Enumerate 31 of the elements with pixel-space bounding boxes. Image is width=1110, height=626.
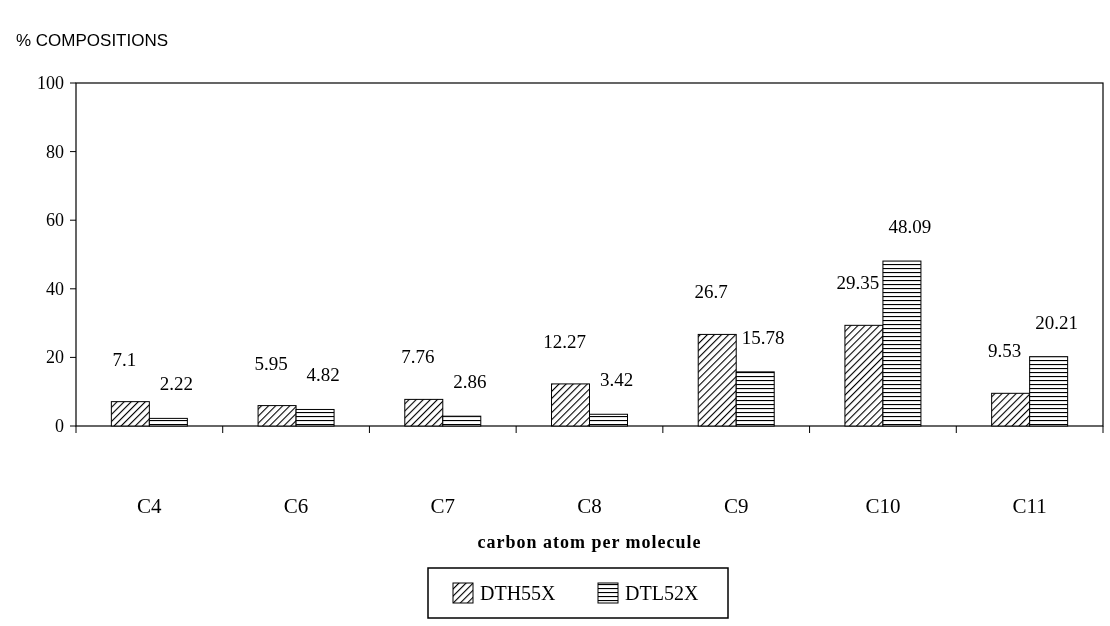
data-label: 4.82 <box>306 364 340 386</box>
y-axis-title: % COMPOSITIONS <box>16 31 169 50</box>
y-tick-label: 100 <box>37 73 64 93</box>
x-tick-label: C10 <box>865 494 901 518</box>
data-label: 15.78 <box>741 326 785 348</box>
x-tick-label: C11 <box>1012 494 1047 518</box>
x-tick-label: C6 <box>283 494 309 518</box>
data-label: 29.35 <box>836 272 880 294</box>
data-label: 26.7 <box>694 281 728 303</box>
x-tick-label: C9 <box>723 494 749 518</box>
y-tick-label: 60 <box>46 210 64 231</box>
data-label: 12.27 <box>543 330 586 352</box>
data-label: 5.95 <box>254 352 288 374</box>
y-tick-label: 80 <box>46 141 64 162</box>
x-tick-label: C8 <box>577 494 602 518</box>
data-label: 7.76 <box>401 346 435 368</box>
y-tick-label: 0 <box>55 416 64 436</box>
data-label: 2.22 <box>159 373 193 395</box>
y-tick-label: 20 <box>46 347 64 368</box>
x-tick-label: C7 <box>430 494 456 518</box>
legend-label: DTL52X <box>625 582 699 604</box>
data-label: 2.86 <box>453 371 487 393</box>
data-label: 7.1 <box>112 348 137 370</box>
x-axis-title: carbon atom per molecule <box>477 532 702 552</box>
data-label: 9.53 <box>988 340 1022 362</box>
data-label: 48.09 <box>888 216 932 238</box>
data-label: 20.21 <box>1035 311 1079 333</box>
y-tick-label: 40 <box>46 278 64 299</box>
legend-label: DTH55X <box>480 582 557 604</box>
x-tick-label: C4 <box>137 494 163 518</box>
data-label: 3.42 <box>599 369 634 391</box>
